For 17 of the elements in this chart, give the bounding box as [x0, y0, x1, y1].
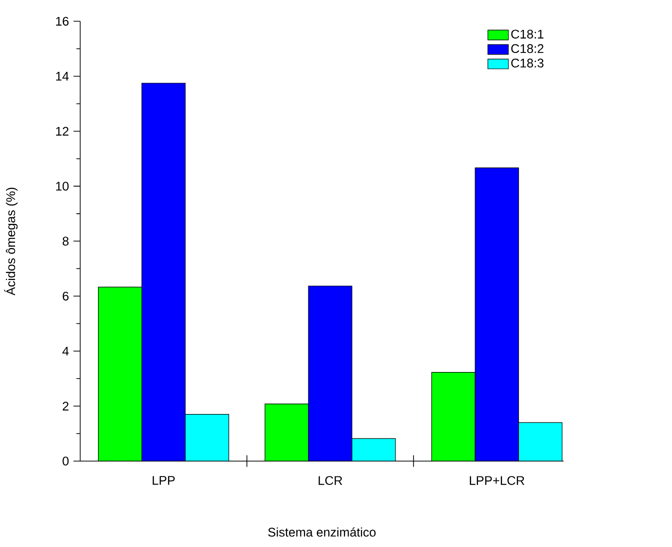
y-tick-label: 16	[56, 16, 69, 26]
legend-label: C18:2	[511, 44, 544, 53]
x-axis-title: Sistema enzimático	[268, 527, 376, 537]
x-tick-label: LPP	[152, 476, 175, 485]
y-tick-label: 8	[62, 236, 69, 246]
y-tick-label: 0	[62, 456, 69, 466]
y-tick-label: 2	[62, 402, 68, 410]
y-tick-label: 12	[56, 126, 68, 136]
y-axis-title: Ácidos ômegas (%)	[4, 188, 18, 296]
x-tick-label: LCR	[318, 476, 342, 485]
x-tick-label: LPP+LCR	[470, 476, 524, 485]
y-tick-label: 14	[56, 72, 69, 80]
legend-label: C18:1	[511, 30, 544, 39]
y-tick-label: 10	[56, 182, 69, 191]
legend-label: C18:3	[511, 58, 544, 68]
y-tick-label: 4	[62, 346, 69, 356]
y-tick-label: 6	[62, 292, 69, 301]
